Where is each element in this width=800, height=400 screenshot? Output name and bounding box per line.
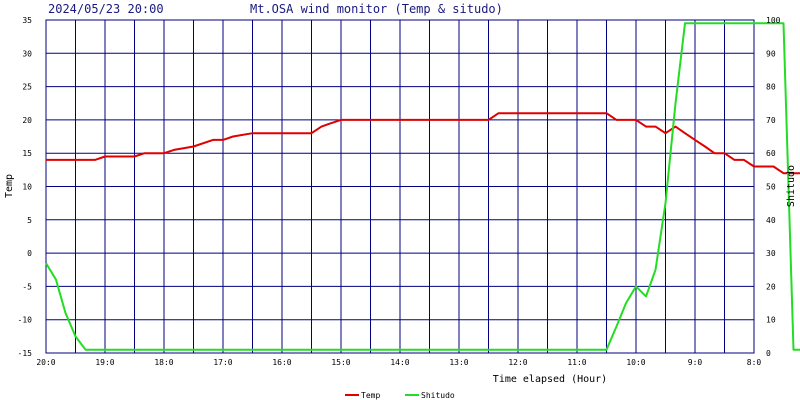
y-left-tick-label: 0 [27,249,32,258]
y-right-tick-label: 50 [766,183,776,192]
x-tick-label: 12:0 [508,358,527,367]
y-axis-right-label: Shitudo [786,165,797,207]
legend-label-shitudo: Shitudo [421,391,455,400]
x-tick-label: 19:0 [95,358,114,367]
series-line-shitudo [45,22,800,351]
y-right-tick-label: 70 [766,116,776,125]
x-tick-label: 15:0 [331,358,350,367]
y-left-tick-label: -15 [18,349,33,358]
y-right-tick-label: 10 [766,316,776,325]
y-right-tick-label: 80 [766,83,776,92]
y-right-tick-label: 40 [766,216,776,225]
y-right-tick-label: 100 [766,16,781,25]
y-right-tick-label: 90 [766,49,776,58]
y-left-tick-label: 15 [22,149,32,158]
series-line-temp [46,112,800,175]
y-left-tick-label: 20 [22,116,32,125]
y-left-tick-label: 35 [22,16,32,25]
x-tick-label: 9:0 [688,358,703,367]
x-tick-label: 10:0 [626,358,645,367]
y-left-tick-label: 30 [22,49,32,58]
x-tick-label: 18:0 [154,358,173,367]
y-left-tick-label: -5 [22,282,32,291]
tick-labels: 35302520151050-5-10-15100908070605040302… [18,16,781,367]
legend-label-temp: Temp [361,391,380,400]
y-right-tick-label: 60 [766,149,776,158]
chart-timestamp: 2024/05/23 20:00 [48,2,164,16]
x-tick-label: 14:0 [390,358,409,367]
series-lines [45,22,800,351]
y-left-tick-label: 5 [27,216,32,225]
x-tick-label: 8:0 [747,358,762,367]
legend: Temp Shitudo [345,391,455,400]
y-left-tick-label: 25 [22,83,32,92]
x-axis-label: Time elapsed (Hour) [493,374,607,385]
x-tick-label: 20:0 [36,358,55,367]
x-tick-label: 17:0 [213,358,232,367]
x-tick-label: 13:0 [449,358,468,367]
y-axis-left-label: Temp [4,174,15,198]
y-right-tick-label: 30 [766,249,776,258]
y-left-tick-label: -10 [18,316,33,325]
y-right-tick-label: 20 [766,282,776,291]
y-right-tick-label: 0 [766,349,771,358]
chart-title: Mt.OSA wind monitor (Temp & situdo) [250,2,503,16]
y-left-tick-label: 10 [22,183,32,192]
x-tick-label: 16:0 [272,358,291,367]
x-tick-label: 11:0 [567,358,586,367]
